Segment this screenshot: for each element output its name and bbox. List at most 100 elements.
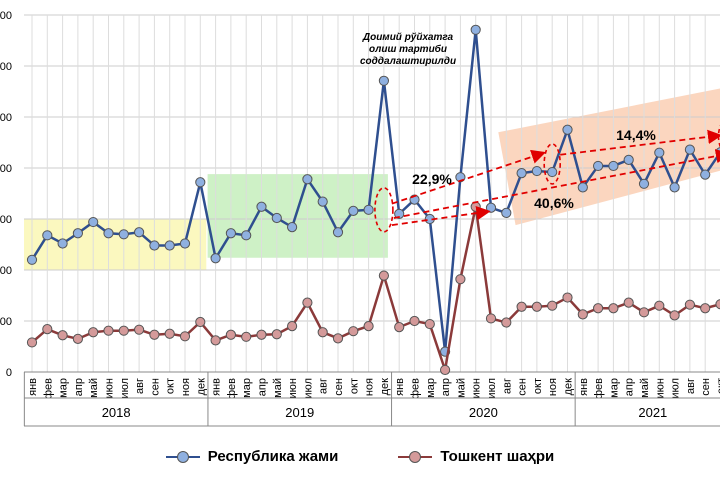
data-point-1 bbox=[715, 299, 720, 310]
x-tick-label: дек bbox=[195, 378, 207, 396]
data-point-1 bbox=[88, 327, 99, 338]
data-point-0 bbox=[700, 169, 711, 180]
highlight-ellipse-2 bbox=[543, 143, 562, 185]
annotation-pct-1: 22,9% bbox=[412, 171, 452, 187]
x-tick-label: фев bbox=[42, 378, 54, 399]
x-tick-label: окт bbox=[532, 378, 544, 394]
x-tick-label: июн bbox=[104, 378, 116, 398]
x-tick-label: ноя bbox=[364, 378, 376, 396]
data-point-1 bbox=[26, 337, 38, 348]
x-tick-label: ноя bbox=[180, 378, 192, 396]
data-point-0 bbox=[57, 238, 68, 249]
data-point-0 bbox=[302, 174, 313, 185]
data-point-1 bbox=[378, 270, 389, 281]
legend-label-tashkent: Тошкент шаҳри bbox=[440, 448, 555, 465]
data-point-1 bbox=[547, 300, 558, 311]
x-tick-label: июл bbox=[670, 378, 682, 399]
data-point-1 bbox=[424, 318, 435, 330]
legend-swatch-republic bbox=[165, 450, 200, 464]
arrow-14-4 bbox=[560, 129, 720, 156]
x-tick-label: июл bbox=[486, 378, 498, 399]
data-point-0 bbox=[470, 24, 481, 35]
data-point-1 bbox=[179, 331, 191, 342]
data-point-0 bbox=[485, 202, 497, 213]
y-tick-label: 1000 bbox=[0, 316, 12, 328]
data-point-0 bbox=[593, 160, 604, 172]
data-point-0 bbox=[179, 238, 191, 249]
year-label: 2020 bbox=[469, 405, 498, 420]
year-label: 2021 bbox=[638, 405, 667, 420]
series-line-1 bbox=[31, 206, 720, 371]
data-point-0 bbox=[118, 229, 129, 240]
data-point-0 bbox=[149, 240, 160, 251]
data-point-1 bbox=[348, 326, 359, 337]
x-tick-label: май bbox=[272, 378, 284, 398]
y-tick-label: 0 bbox=[6, 367, 12, 379]
data-point-1 bbox=[256, 329, 267, 340]
highlight-ellipse-1 bbox=[374, 187, 394, 233]
x-tick-label: янв bbox=[27, 378, 39, 396]
data-point-0 bbox=[26, 254, 38, 265]
data-point-0 bbox=[195, 177, 206, 188]
data-point-0 bbox=[562, 124, 573, 135]
data-point-0 bbox=[378, 75, 389, 86]
data-point-0 bbox=[501, 207, 512, 218]
legend: Республика жами Тошкент шаҳри bbox=[0, 448, 720, 465]
data-point-0 bbox=[638, 178, 650, 189]
data-point-0 bbox=[394, 208, 405, 219]
data-point-0 bbox=[348, 205, 359, 216]
x-tick-label: июн bbox=[287, 378, 299, 398]
y-tick-label: 5000 bbox=[0, 112, 12, 124]
x-tick-label: фев bbox=[410, 378, 422, 399]
x-tick-label: апр bbox=[624, 378, 636, 396]
data-point-0 bbox=[88, 216, 99, 228]
data-point-0 bbox=[42, 230, 53, 241]
data-point-0 bbox=[225, 228, 236, 239]
data-point-1 bbox=[210, 335, 221, 346]
y-tick-label: 7000 bbox=[0, 10, 12, 22]
data-point-1 bbox=[363, 321, 374, 332]
arrow-down-july bbox=[391, 205, 491, 227]
x-tick-label: мар bbox=[58, 378, 70, 398]
series-group bbox=[26, 24, 720, 376]
x-tick-label: авг bbox=[134, 378, 146, 394]
y-axis: 0 1000 2000 3000 4000 5000 6000 7000 bbox=[0, 10, 12, 379]
year-label: 2018 bbox=[102, 405, 131, 420]
data-point-1 bbox=[103, 325, 114, 336]
data-point-1 bbox=[470, 201, 481, 212]
data-point-0 bbox=[271, 212, 282, 224]
data-point-1 bbox=[455, 274, 466, 285]
data-point-0 bbox=[134, 227, 145, 238]
data-point-1 bbox=[225, 329, 236, 340]
x-tick-label: окт bbox=[716, 378, 720, 394]
data-point-0 bbox=[332, 227, 344, 238]
data-point-1 bbox=[409, 315, 420, 327]
data-point-0 bbox=[317, 196, 328, 207]
data-point-1 bbox=[684, 299, 696, 310]
data-point-1 bbox=[531, 301, 543, 312]
data-point-1 bbox=[332, 333, 344, 344]
data-point-1 bbox=[118, 325, 129, 336]
data-point-1 bbox=[149, 329, 160, 340]
x-tick-label: апр bbox=[440, 378, 452, 396]
y-tick-label: 6000 bbox=[0, 61, 12, 73]
x-tick-label: мар bbox=[425, 378, 437, 398]
x-tick-label: фев bbox=[593, 378, 605, 399]
data-point-0 bbox=[684, 144, 696, 155]
x-tick-label: окт bbox=[165, 378, 177, 394]
data-point-0 bbox=[72, 228, 84, 239]
data-point-1 bbox=[195, 316, 206, 328]
data-point-0 bbox=[241, 230, 252, 241]
x-tick-label: дек bbox=[379, 378, 391, 396]
data-point-0 bbox=[577, 182, 588, 193]
annotations: Доимий рўйхатга олиш тартиби соддалаштирил… bbox=[360, 31, 720, 233]
data-point-0 bbox=[363, 204, 374, 215]
x-tick-label: авг bbox=[501, 378, 513, 394]
x-axis: янв фев мар апр май июн июл авг сен окт ноя дек янв ф… bbox=[23, 371, 720, 427]
data-point-1 bbox=[562, 292, 573, 303]
x-tick-label: окт bbox=[348, 378, 360, 394]
x-tick-label: сен bbox=[700, 378, 712, 396]
annotation-pct-3: 14,4% bbox=[616, 127, 656, 143]
data-point-1 bbox=[57, 330, 68, 341]
